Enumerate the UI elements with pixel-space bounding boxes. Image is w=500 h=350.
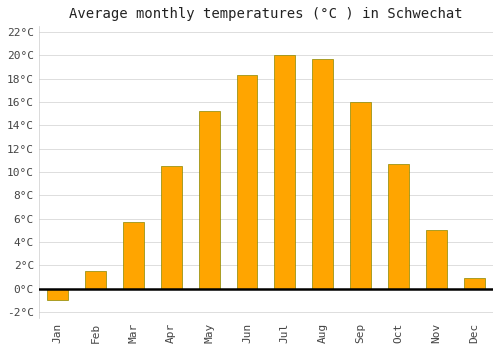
Bar bbox=[48, 289, 68, 300]
Bar bbox=[161, 166, 182, 289]
Bar bbox=[350, 102, 371, 289]
Title: Average monthly temperatures (°C ) in Schwechat: Average monthly temperatures (°C ) in Sc… bbox=[69, 7, 462, 21]
Bar bbox=[123, 222, 144, 289]
Bar bbox=[312, 59, 333, 289]
Bar bbox=[388, 164, 409, 289]
Bar bbox=[426, 230, 446, 289]
Bar bbox=[236, 75, 258, 289]
Bar bbox=[464, 278, 484, 289]
Bar bbox=[85, 271, 106, 289]
Bar bbox=[198, 111, 220, 289]
Bar bbox=[274, 55, 295, 289]
